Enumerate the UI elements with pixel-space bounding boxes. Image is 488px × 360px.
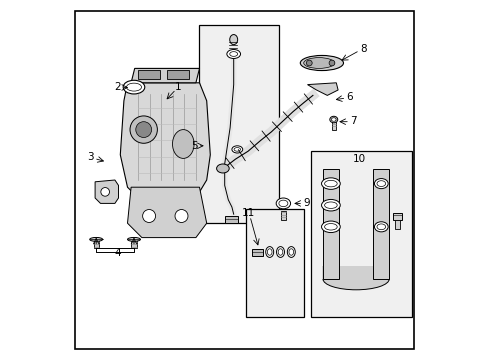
Polygon shape [307, 83, 337, 95]
Ellipse shape [303, 58, 334, 68]
Circle shape [136, 122, 151, 138]
Text: 7: 7 [349, 116, 356, 126]
Bar [322, 266, 389, 279]
Text: 5: 5 [190, 141, 197, 151]
Ellipse shape [288, 249, 293, 255]
Ellipse shape [322, 268, 388, 290]
Ellipse shape [216, 164, 229, 173]
Bar [280, 211, 285, 220]
Bar [225, 216, 238, 223]
Text: 1: 1 [174, 82, 181, 92]
Ellipse shape [324, 224, 337, 230]
Ellipse shape [126, 83, 141, 91]
Ellipse shape [123, 80, 144, 94]
Ellipse shape [89, 238, 102, 241]
Bar [310, 151, 411, 317]
Ellipse shape [374, 222, 387, 232]
Ellipse shape [226, 50, 240, 59]
Circle shape [101, 188, 109, 196]
Bar [199, 25, 278, 223]
Ellipse shape [265, 247, 273, 257]
Ellipse shape [300, 55, 343, 71]
Text: 11: 11 [241, 208, 254, 218]
Ellipse shape [172, 130, 194, 158]
Bar [167, 70, 188, 79]
Ellipse shape [287, 247, 295, 257]
Ellipse shape [331, 118, 335, 121]
Bar [392, 213, 401, 220]
Ellipse shape [376, 224, 385, 230]
Bar [331, 121, 335, 130]
Text: 8: 8 [359, 44, 366, 54]
Text: 10: 10 [352, 154, 366, 164]
Ellipse shape [276, 198, 290, 209]
Bar [93, 240, 99, 248]
Polygon shape [120, 83, 210, 202]
Ellipse shape [374, 179, 387, 189]
Ellipse shape [231, 146, 242, 153]
Bar [394, 220, 399, 229]
Circle shape [175, 210, 187, 222]
Text: 3: 3 [87, 152, 94, 162]
Ellipse shape [324, 180, 337, 187]
Polygon shape [131, 68, 199, 83]
Bar [322, 169, 338, 279]
Circle shape [142, 210, 155, 222]
Ellipse shape [376, 181, 385, 186]
Text: 6: 6 [346, 92, 352, 102]
Ellipse shape [276, 247, 284, 257]
Bar [251, 249, 262, 256]
Ellipse shape [329, 116, 337, 123]
Polygon shape [95, 180, 118, 203]
Bar [131, 240, 136, 248]
Circle shape [130, 116, 157, 143]
Polygon shape [127, 187, 206, 238]
Text: 4: 4 [114, 248, 121, 258]
Ellipse shape [127, 238, 140, 241]
Text: 2: 2 [114, 82, 121, 93]
Text: 9: 9 [303, 198, 309, 208]
Circle shape [306, 60, 311, 66]
Ellipse shape [321, 199, 340, 211]
Bar [373, 169, 388, 279]
Ellipse shape [321, 178, 340, 189]
Circle shape [328, 60, 334, 66]
Ellipse shape [229, 35, 237, 45]
Ellipse shape [278, 200, 287, 207]
Bar [138, 70, 160, 79]
Bar [246, 209, 303, 317]
Ellipse shape [324, 202, 337, 208]
Ellipse shape [229, 52, 237, 57]
Ellipse shape [234, 148, 240, 151]
Ellipse shape [267, 249, 271, 255]
Ellipse shape [321, 221, 340, 233]
Ellipse shape [278, 249, 282, 255]
